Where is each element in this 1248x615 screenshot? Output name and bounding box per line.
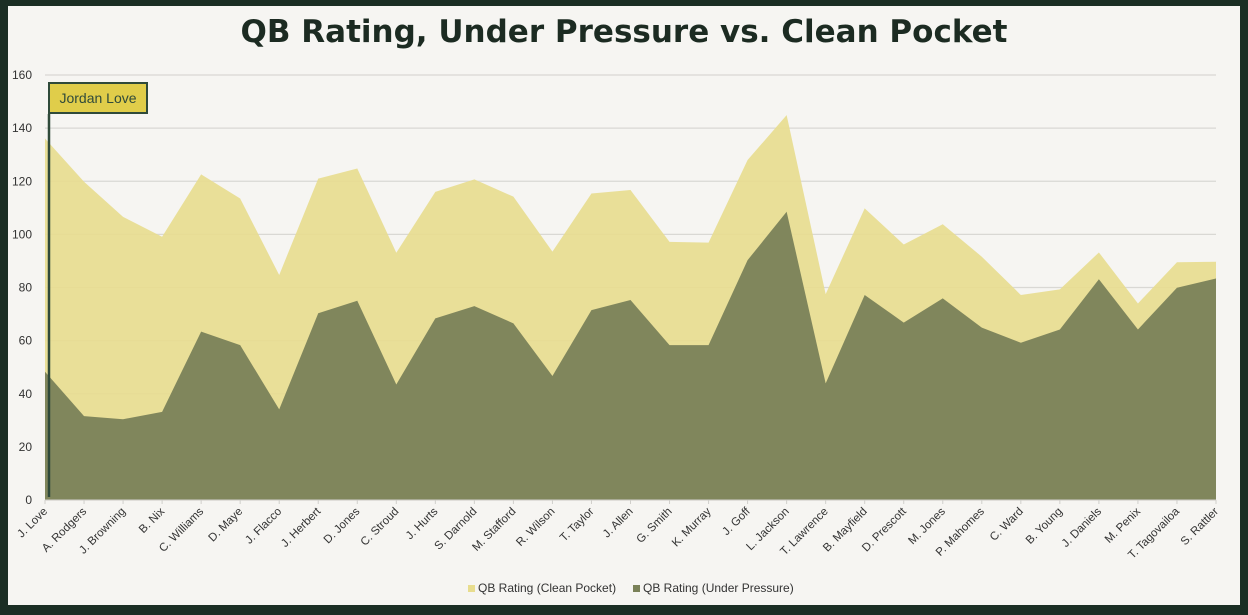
jordan-love-callout: Jordan Love	[48, 82, 148, 114]
legend-swatch-under-pressure	[633, 585, 640, 592]
x-tick-label: C. Ward	[988, 506, 1026, 544]
x-tick-label: B. Nix	[137, 505, 167, 535]
area-series-under-pressure	[45, 211, 1216, 500]
x-tick-label: J. Love	[15, 506, 50, 541]
x-tick-label: J. Goff	[720, 505, 753, 538]
y-tick-label: 100	[12, 227, 32, 241]
y-tick-label: 0	[25, 493, 32, 507]
y-tick-label: 20	[19, 440, 33, 454]
chart-title: QB Rating, Under Pressure vs. Clean Pock…	[240, 14, 1008, 50]
x-tick-label: B. Young	[1024, 506, 1065, 547]
x-tick-label: K. Murray	[670, 505, 714, 549]
y-tick-label: 140	[12, 121, 32, 135]
y-tick-label: 160	[12, 68, 32, 82]
x-tick-label: J. Herbert	[279, 505, 324, 550]
x-tick-label: J. Daniels	[1060, 505, 1104, 549]
y-tick-label: 40	[19, 387, 33, 401]
x-tick-label: D. Maye	[207, 506, 246, 545]
x-tick-label: C. Stroud	[359, 506, 402, 549]
legend-swatch-clean-pocket	[468, 585, 475, 592]
x-tick-label: J. Hurts	[404, 505, 441, 542]
x-tick-label: M. Penix	[1103, 505, 1143, 545]
x-tick-label: J. Flacco	[243, 506, 284, 547]
y-tick-label: 60	[19, 334, 33, 348]
legend: QB Rating (Clean Pocket) QB Rating (Unde…	[468, 581, 794, 595]
y-tick-label: 120	[12, 174, 32, 188]
x-tick-label: J. Allen	[601, 506, 636, 541]
x-tick-label: G. Smith	[635, 506, 675, 546]
legend-label-clean-pocket: QB Rating (Clean Pocket)	[478, 581, 616, 595]
x-tick-label: T. Taylor	[558, 506, 597, 545]
legend-label-under-pressure: QB Rating (Under Pressure)	[643, 581, 794, 595]
x-tick-label: D. Jones	[322, 505, 363, 546]
x-tick-label: S. Rattler	[1179, 506, 1221, 548]
x-tick-label: R. Wilson	[514, 506, 557, 549]
y-tick-label: 80	[19, 281, 33, 295]
